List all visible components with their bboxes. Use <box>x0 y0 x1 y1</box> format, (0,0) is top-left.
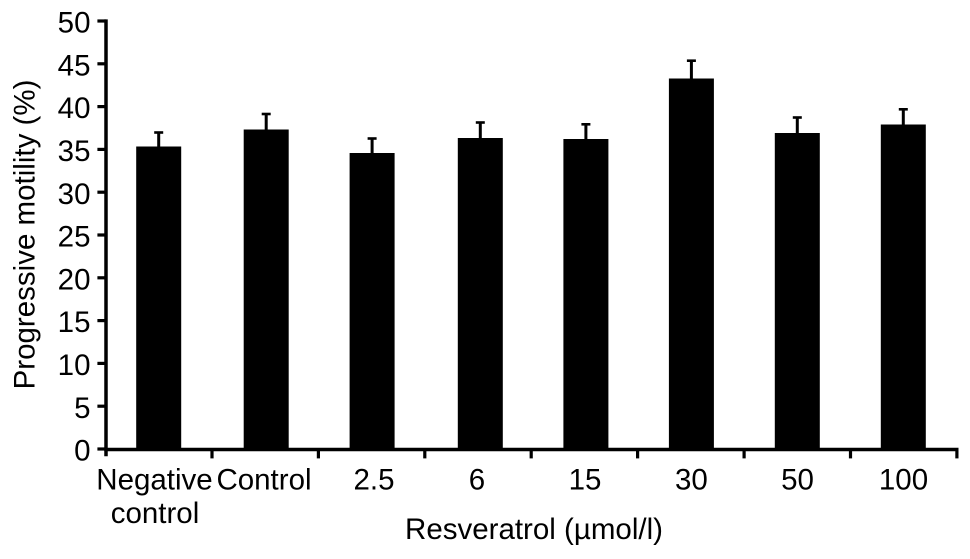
svg-text:35: 35 <box>58 135 91 168</box>
svg-text:Progressive motility (%): Progressive motility (%) <box>9 80 42 390</box>
svg-text:15: 15 <box>58 306 91 339</box>
svg-text:Resveratrol (µmol/l): Resveratrol (µmol/l) <box>405 513 663 546</box>
svg-text:20: 20 <box>58 263 91 296</box>
svg-text:30: 30 <box>58 178 91 211</box>
svg-text:10: 10 <box>58 349 91 382</box>
svg-text:5: 5 <box>74 392 90 425</box>
svg-text:control: control <box>111 497 200 530</box>
svg-text:2.5: 2.5 <box>353 464 394 497</box>
svg-text:50: 50 <box>58 7 91 40</box>
svg-text:Control: Control <box>216 464 311 497</box>
svg-text:25: 25 <box>58 221 91 254</box>
svg-text:45: 45 <box>58 49 91 82</box>
svg-text:0: 0 <box>74 435 90 468</box>
svg-text:50: 50 <box>781 464 814 497</box>
svg-text:100: 100 <box>879 464 928 497</box>
svg-text:6: 6 <box>469 464 485 497</box>
svg-text:40: 40 <box>58 92 91 125</box>
svg-text:15: 15 <box>569 464 602 497</box>
svg-text:Negative: Negative <box>96 464 212 497</box>
svg-text:30: 30 <box>675 464 708 497</box>
